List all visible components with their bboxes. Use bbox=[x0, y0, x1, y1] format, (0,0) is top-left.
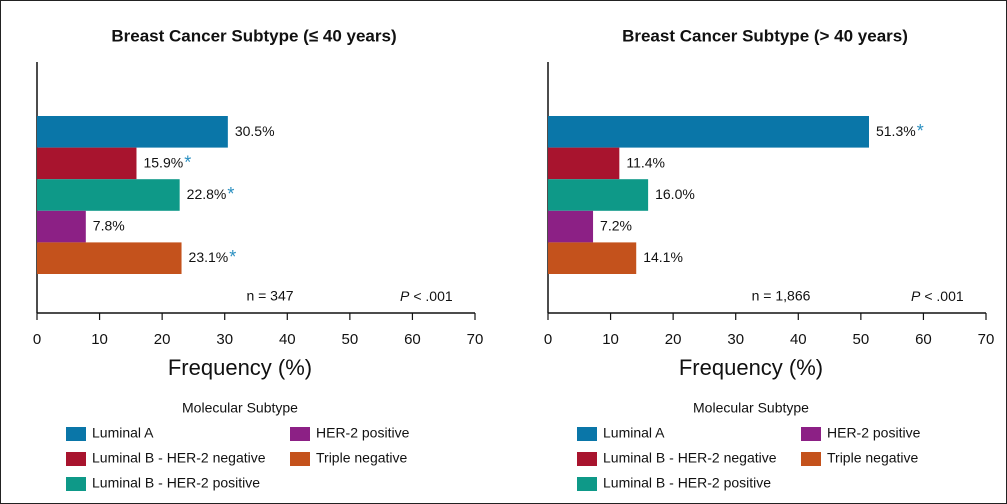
p-text: < .001 bbox=[924, 288, 964, 304]
sample-size: n = 347 bbox=[246, 288, 293, 304]
x-tick-label: 70 bbox=[978, 331, 995, 348]
bar bbox=[548, 179, 649, 211]
value-label: 22.8%* bbox=[187, 184, 235, 204]
legend-swatch bbox=[801, 427, 821, 441]
legend-label: Luminal B - HER-2 positive bbox=[92, 475, 260, 491]
legend-label: Luminal B - HER-2 negative bbox=[603, 450, 777, 466]
x-tick-label: 30 bbox=[727, 331, 744, 348]
legend-label: Luminal B - HER-2 negative bbox=[92, 450, 266, 466]
x-axis-label: Frequency (%) bbox=[679, 355, 823, 380]
value-label: 15.9%* bbox=[143, 152, 191, 172]
legend-swatch bbox=[290, 427, 310, 441]
x-tick-label: 60 bbox=[915, 331, 932, 348]
value-label: 14.1% bbox=[643, 249, 683, 265]
chart-title: Breast Cancer Subtype (> 40 years) bbox=[622, 26, 908, 45]
p-symbol: P bbox=[400, 288, 410, 304]
value-label-text: 15.9% bbox=[143, 154, 183, 170]
legend-swatch bbox=[66, 427, 86, 441]
bar bbox=[37, 210, 86, 243]
legend-swatch bbox=[577, 452, 597, 466]
value-label: 30.5% bbox=[235, 123, 275, 139]
x-tick-label: 10 bbox=[91, 331, 108, 348]
legend-label: Luminal A bbox=[92, 425, 154, 441]
bar bbox=[548, 242, 637, 274]
value-label: 11.4% bbox=[626, 154, 665, 170]
value-label: 7.8% bbox=[93, 217, 125, 233]
value-label: 16.0% bbox=[655, 186, 695, 202]
value-label: 23.1%* bbox=[189, 247, 237, 267]
legend-swatch bbox=[577, 477, 597, 491]
p-symbol: P bbox=[911, 288, 921, 304]
legend-swatch bbox=[290, 452, 310, 466]
legend-label: Triple negative bbox=[827, 450, 919, 466]
p-value: P < .001 bbox=[911, 288, 964, 304]
significance-marker: * bbox=[917, 121, 924, 141]
bar bbox=[548, 116, 869, 148]
legend-swatch bbox=[577, 427, 597, 441]
value-label-text: 22.8% bbox=[187, 186, 227, 202]
value-label-text: 14.1% bbox=[643, 249, 683, 265]
legend-swatch bbox=[801, 452, 821, 466]
legend-swatch bbox=[66, 477, 86, 491]
value-label: 51.3%* bbox=[876, 121, 924, 141]
value-label-text: 51.3% bbox=[876, 123, 916, 139]
bar bbox=[37, 147, 137, 180]
value-label-text: 16.0% bbox=[655, 186, 695, 202]
value-label-text: 30.5% bbox=[235, 123, 275, 139]
value-label-text: 7.8% bbox=[93, 217, 125, 233]
x-tick-label: 10 bbox=[602, 331, 619, 348]
significance-marker: * bbox=[184, 152, 191, 172]
legend-swatch bbox=[66, 452, 86, 466]
legend-label: HER-2 positive bbox=[316, 425, 410, 441]
value-label-text: 23.1% bbox=[189, 249, 229, 265]
bar bbox=[37, 242, 182, 274]
x-tick-label: 70 bbox=[467, 331, 484, 348]
legend-title: Molecular Subtype bbox=[182, 400, 298, 416]
x-tick-label: 40 bbox=[790, 331, 807, 348]
legend-label: Luminal B - HER-2 positive bbox=[603, 475, 771, 491]
bar bbox=[548, 210, 594, 243]
x-tick-label: 20 bbox=[154, 331, 171, 348]
value-label-text: 7.2% bbox=[600, 217, 632, 233]
x-tick-label: 40 bbox=[279, 331, 296, 348]
legend-label: Luminal A bbox=[603, 425, 665, 441]
bar bbox=[37, 179, 180, 211]
x-tick-label: 0 bbox=[33, 331, 41, 348]
x-tick-label: 50 bbox=[853, 331, 870, 348]
legend-label: Triple negative bbox=[316, 450, 408, 466]
x-tick-label: 0 bbox=[544, 331, 552, 348]
legend-label: HER-2 positive bbox=[827, 425, 921, 441]
significance-marker: * bbox=[227, 184, 234, 204]
sample-size: n = 1,866 bbox=[752, 288, 811, 304]
legend-title: Molecular Subtype bbox=[693, 400, 809, 416]
x-tick-label: 20 bbox=[665, 331, 682, 348]
x-tick-label: 30 bbox=[216, 331, 233, 348]
p-value: P < .001 bbox=[400, 288, 453, 304]
x-axis-label: Frequency (%) bbox=[168, 355, 312, 380]
value-label: 7.2% bbox=[600, 217, 632, 233]
x-tick-label: 50 bbox=[342, 331, 359, 348]
bar bbox=[37, 116, 228, 148]
value-label-text: 11.4% bbox=[626, 154, 665, 170]
p-text: < .001 bbox=[413, 288, 453, 304]
bar bbox=[548, 147, 620, 180]
significance-marker: * bbox=[229, 247, 236, 267]
chart-title: Breast Cancer Subtype (≤ 40 years) bbox=[111, 26, 396, 45]
x-tick-label: 60 bbox=[404, 331, 421, 348]
